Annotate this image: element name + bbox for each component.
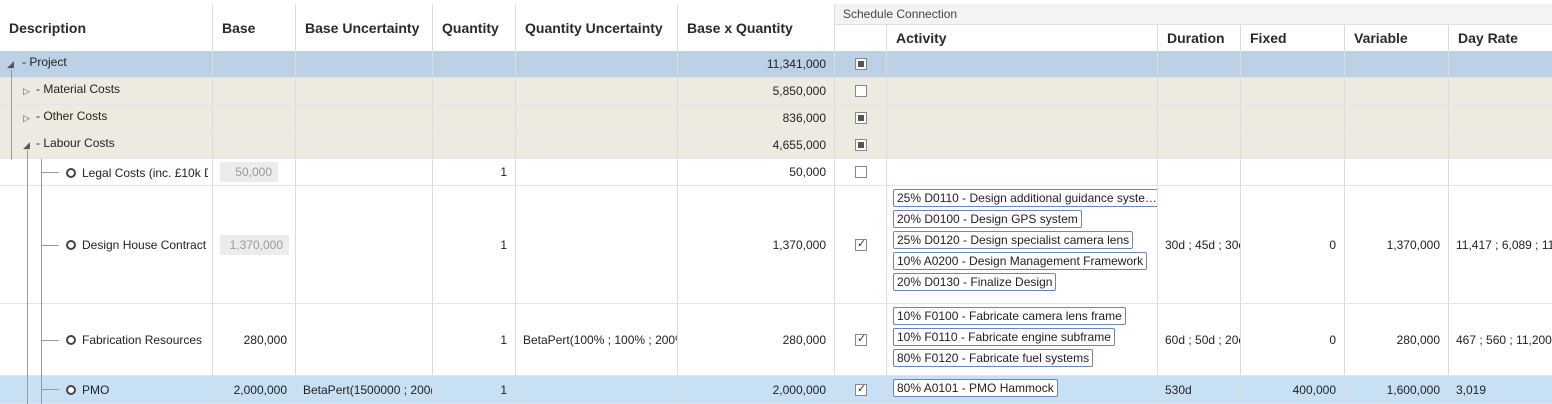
row-total: 5,850,000 xyxy=(678,78,835,104)
activity-tag[interactable]: 80% A0101 - PMO Hammock xyxy=(893,379,1058,397)
row-total: 11,341,000 xyxy=(678,51,835,77)
header-duration[interactable]: Duration xyxy=(1158,25,1241,51)
tree-connector xyxy=(41,245,59,246)
activity-tag[interactable]: 25% D0110 - Design additional guidance s… xyxy=(893,189,1157,207)
activity-list: 10% F0100 - Fabricate camera lens frame … xyxy=(893,305,1126,370)
row-total: 836,000 xyxy=(678,105,835,131)
header-activity[interactable]: Activity xyxy=(887,25,1158,51)
day-rate-cell[interactable]: 11,417 ; 6,089 ; 11 xyxy=(1456,237,1552,252)
tree-connector xyxy=(41,172,59,173)
header-base-x-quantity[interactable]: Base x Quantity xyxy=(678,4,835,51)
tree-connector xyxy=(41,389,59,390)
fixed-cell[interactable]: 0 xyxy=(1241,186,1345,303)
tree-connector xyxy=(27,150,28,404)
header-schedule-connection: Schedule Connection xyxy=(835,4,1552,25)
activity-tag[interactable]: 10% F0110 - Fabricate engine subframe xyxy=(893,328,1115,346)
activity-tag[interactable]: 20% D0100 - Design GPS system xyxy=(893,210,1082,228)
activity-tag[interactable]: 10% A0200 - Design Management Framework xyxy=(893,252,1148,270)
table-row[interactable]: Design House Contract + 1,370,000 1 1,37… xyxy=(0,186,1552,304)
base-field[interactable]: 280,000 xyxy=(213,304,296,375)
collapse-triangle-icon[interactable]: ▷ xyxy=(23,113,30,123)
schedule-connection-checkbox[interactable] xyxy=(855,237,867,251)
schedule-connection-checkbox[interactable] xyxy=(855,58,867,70)
base-field: 50,000 xyxy=(220,162,278,182)
header-quantity[interactable]: Quantity xyxy=(433,4,516,51)
schedule-connection-checkbox[interactable] xyxy=(855,166,867,178)
schedule-connection-checkbox[interactable] xyxy=(855,85,867,97)
schedule-connection-checkbox[interactable] xyxy=(855,112,867,124)
row-description: Other Costs xyxy=(43,109,108,123)
variable-cell[interactable]: 280,000 xyxy=(1345,304,1449,375)
leaf-node-icon xyxy=(66,335,76,345)
schedule-connection-checkbox[interactable] xyxy=(855,139,867,151)
header-variable[interactable]: Variable xyxy=(1345,25,1449,51)
header-fixed[interactable]: Fixed xyxy=(1241,25,1345,51)
table-row[interactable]: ◢ - Project 11,341,000 xyxy=(0,51,1552,78)
tree-connector xyxy=(41,159,42,404)
row-total: 1,370,000 xyxy=(678,186,835,303)
fixed-cell[interactable]: 400,000 xyxy=(1241,376,1345,403)
variable-cell[interactable]: 1,600,000 xyxy=(1345,376,1449,403)
header-description[interactable]: Description xyxy=(0,4,213,51)
activity-tag[interactable]: 10% F0100 - Fabricate camera lens frame xyxy=(893,307,1126,325)
tree-connector xyxy=(41,340,59,341)
row-total: 2,000,000 xyxy=(678,376,835,403)
day-rate-cell[interactable]: 3,019 xyxy=(1456,382,1487,397)
row-description: Project xyxy=(29,55,67,69)
header-day-rate[interactable]: Day Rate xyxy=(1449,25,1552,51)
table-row[interactable]: Legal Costs (inc. £10k Di 50,000 1 50,00… xyxy=(0,159,1552,186)
duration-cell[interactable]: 30d ; 45d ; 30c xyxy=(1158,186,1241,303)
quantity-cell[interactable]: 1 xyxy=(433,159,516,185)
activity-tag[interactable]: 20% D0130 - Finalize Design xyxy=(893,273,1057,291)
schedule-connection-checkbox[interactable] xyxy=(855,332,867,346)
header-quantity-uncertainty[interactable]: Quantity Uncertainty xyxy=(516,4,678,51)
header-check-column[interactable] xyxy=(835,25,887,51)
leaf-node-icon xyxy=(66,168,76,178)
expand-triangle-icon[interactable]: ◢ xyxy=(23,140,30,150)
tree-connector xyxy=(11,70,12,160)
header-base-uncertainty[interactable]: Base Uncertainty xyxy=(296,4,433,51)
duration-cell[interactable]: 60d ; 50d ; 20c xyxy=(1158,304,1241,375)
table-row[interactable]: PMO 2,000,000 BetaPert(1500000 ; 200( 1 … xyxy=(0,376,1552,404)
leaf-node-icon xyxy=(66,240,76,250)
quantity-cell[interactable]: 1 xyxy=(433,304,516,375)
row-total: 4,655,000 xyxy=(678,132,835,158)
base-field: 1,370,000 xyxy=(220,234,289,255)
base-uncertainty-cell[interactable]: BetaPert(1500000 ; 200( xyxy=(296,376,433,403)
header-base[interactable]: Base xyxy=(213,4,296,51)
row-total: 50,000 xyxy=(678,159,835,185)
leaf-node-icon xyxy=(66,385,76,395)
fixed-cell[interactable]: 0 xyxy=(1241,304,1345,375)
quantity-uncertainty-cell[interactable]: BetaPert(100% ; 100% ; 200%) xyxy=(516,304,678,375)
collapse-triangle-icon[interactable]: ▷ xyxy=(23,86,30,96)
expand-triangle-icon[interactable]: ◢ xyxy=(7,59,14,69)
table-row[interactable]: ▷ - Material Costs 5,850,000 xyxy=(0,78,1552,105)
schedule-connection-checkbox[interactable] xyxy=(855,382,867,396)
activity-list: 80% A0101 - PMO Hammock xyxy=(893,377,1058,400)
row-description: Legal Costs (inc. £10k Di xyxy=(82,166,208,180)
row-description: PMO xyxy=(82,383,110,397)
day-rate-cell[interactable]: 467 ; 560 ; 11,200 xyxy=(1456,332,1552,347)
activity-tag[interactable]: 80% F0120 - Fabricate fuel systems xyxy=(893,349,1094,367)
activity-tag[interactable]: 25% D0120 - Design specialist camera len… xyxy=(893,231,1134,249)
table-row[interactable]: ▷ - Other Costs 836,000 xyxy=(0,105,1552,132)
row-description: Material Costs xyxy=(43,82,121,96)
row-description: Fabrication Resources xyxy=(82,333,203,347)
quantity-cell[interactable]: 1 xyxy=(433,186,516,303)
row-description: Design House Contract + xyxy=(82,238,208,252)
table-row[interactable]: ◢ - Labour Costs 4,655,000 xyxy=(0,132,1552,159)
row-total: 280,000 xyxy=(678,304,835,375)
quantity-cell[interactable]: 1 xyxy=(433,376,516,403)
row-description: Labour Costs xyxy=(43,136,115,150)
base-field[interactable]: 2,000,000 xyxy=(213,376,296,403)
variable-cell[interactable]: 1,370,000 xyxy=(1345,186,1449,303)
table-row[interactable]: Fabrication Resources 280,000 1 BetaPert… xyxy=(0,304,1552,376)
activity-list: 25% D0110 - Design additional guidance s… xyxy=(893,187,1157,294)
duration-cell[interactable]: 530d xyxy=(1158,376,1241,403)
